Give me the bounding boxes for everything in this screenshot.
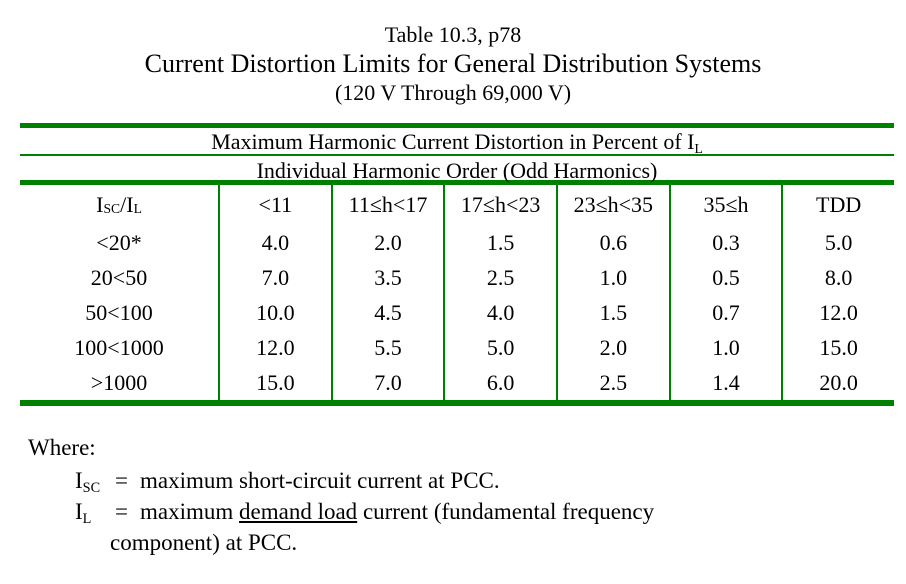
document-page: Table 10.3, p78 Current Distortion Limit… bbox=[0, 0, 906, 558]
table-cell: 15.0 bbox=[781, 330, 894, 365]
isc-base: I bbox=[96, 192, 104, 217]
table-cell: 20.0 bbox=[781, 365, 894, 400]
col-header: 35≤h bbox=[668, 185, 782, 225]
harmonic-limits-table: Maximum Harmonic Current Distortion in P… bbox=[20, 123, 894, 406]
ratio-slash: / bbox=[120, 192, 127, 217]
il-definition-continuation: component) at PCC. bbox=[110, 530, 298, 555]
table-cell: 3.5 bbox=[330, 260, 444, 295]
table-cell: 4.0 bbox=[443, 295, 556, 330]
il-symbol-subscript: L bbox=[82, 510, 92, 527]
row-label: 50<100 bbox=[85, 299, 153, 325]
table-cell: 12.0 bbox=[781, 295, 894, 330]
table-cell: 5.5 bbox=[330, 330, 444, 365]
voltage-range: (120 V Through 69,000 V) bbox=[334, 80, 572, 105]
span-header-subscript: L bbox=[694, 140, 703, 156]
table-cell: 15.0 bbox=[218, 365, 331, 400]
table-cell: 2.5 bbox=[555, 365, 669, 400]
col-header: 17≤h<23 bbox=[443, 185, 556, 225]
table-span-header-individual-order: Individual Harmonic Order (Odd Harmonics… bbox=[20, 156, 894, 185]
definition-isc: ISC = maximum short-circuit current at P… bbox=[75, 465, 906, 496]
table-cell: 2.5 bbox=[443, 260, 556, 295]
equals-sign: = bbox=[115, 499, 128, 524]
table-cell: 1.0 bbox=[555, 260, 669, 295]
row-label: >1000 bbox=[90, 369, 148, 395]
table-title-block: Table 10.3, p78 Current Distortion Limit… bbox=[0, 0, 906, 106]
col-header: TDD bbox=[781, 185, 894, 225]
table-cell: 7.0 bbox=[218, 260, 331, 295]
table-number: Table 10.3, p78 bbox=[384, 22, 522, 47]
isc-symbol-base: I bbox=[75, 468, 83, 493]
il-text-pre: maximum bbox=[140, 499, 240, 524]
table-cell: 1.5 bbox=[555, 295, 669, 330]
equals-sign: = bbox=[115, 468, 128, 493]
row-label: 100<1000 bbox=[74, 334, 164, 360]
isc-definition-text: maximum short-circuit current at PCC. bbox=[140, 468, 500, 493]
table-cell: 0.5 bbox=[668, 260, 782, 295]
il-definition-text: maximum demand load current (fundamental… bbox=[140, 496, 654, 527]
il-text-underlined: demand load bbox=[239, 499, 358, 524]
il-text-post: current (fundamental frequency bbox=[357, 499, 655, 524]
col-header: <11 bbox=[218, 185, 331, 225]
table-cell: 6.0 bbox=[443, 365, 556, 400]
il-symbol: IL bbox=[75, 496, 115, 527]
table-cell: 2.0 bbox=[330, 225, 444, 260]
table-cell: 1.0 bbox=[668, 330, 782, 365]
table-cell: 7.0 bbox=[330, 365, 444, 400]
col-header-isc-il: I SC / I L bbox=[96, 192, 142, 217]
il-base: I bbox=[126, 192, 134, 217]
row-label: 20<50 bbox=[90, 264, 148, 290]
table-cell: 10.0 bbox=[218, 295, 331, 330]
il-symbol-base: I bbox=[75, 499, 83, 524]
footnote-where-label: Where: bbox=[28, 435, 96, 460]
table-cell: 2.0 bbox=[555, 330, 669, 365]
table-cell: 0.3 bbox=[668, 225, 782, 260]
col-header: 23≤h<35 bbox=[555, 185, 669, 225]
table-cell: 4.5 bbox=[330, 295, 444, 330]
table-cell: 1.4 bbox=[668, 365, 782, 400]
footnote: Where: ISC = maximum short-circuit curre… bbox=[28, 432, 906, 558]
col-header: 11≤h<17 bbox=[330, 185, 444, 225]
table-cell: 0.6 bbox=[555, 225, 669, 260]
table-cell: 8.0 bbox=[781, 260, 894, 295]
table-cell: 12.0 bbox=[218, 330, 331, 365]
table-cell: 0.7 bbox=[668, 295, 782, 330]
row-label: <20* bbox=[96, 229, 142, 255]
table-cell: 5.0 bbox=[781, 225, 894, 260]
table-cell: 4.0 bbox=[218, 225, 331, 260]
isc-symbol: ISC bbox=[75, 465, 115, 496]
table-span-header-max-distortion: Maximum Harmonic Current Distortion in P… bbox=[20, 128, 894, 156]
definition-il: IL = maximum demand load current (fundam… bbox=[75, 496, 906, 527]
table-grid: I SC / I L <11 11≤h<17 17≤h<23 23≤h<35 35≤h … bbox=[20, 185, 894, 400]
table-cell: 5.0 bbox=[443, 330, 556, 365]
table-caption: Current Distortion Limits for General Di… bbox=[144, 49, 762, 78]
table-cell: 1.5 bbox=[443, 225, 556, 260]
isc-symbol-subscript: SC bbox=[82, 479, 101, 496]
footnote-definitions: ISC = maximum short-circuit current at P… bbox=[75, 465, 906, 558]
span-header-text: Maximum Harmonic Current Distortion in P… bbox=[211, 129, 695, 154]
